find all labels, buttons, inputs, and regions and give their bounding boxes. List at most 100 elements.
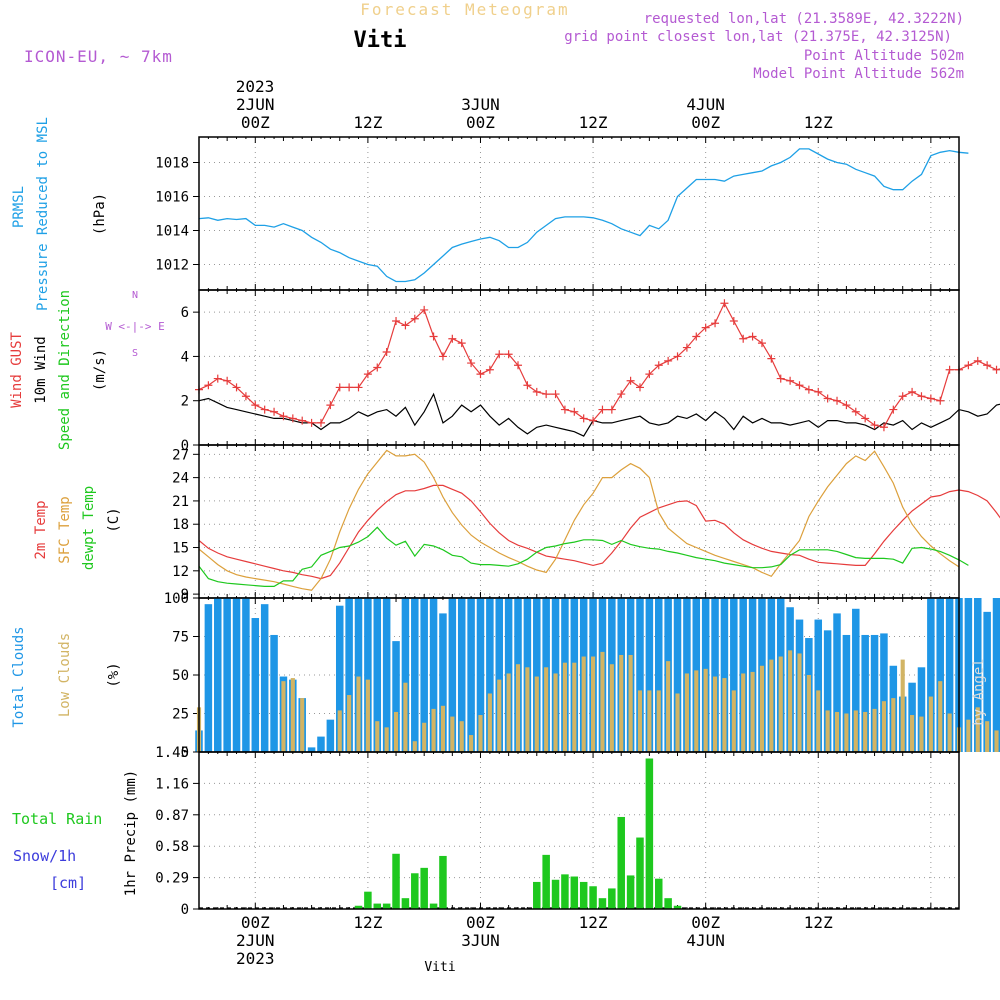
low-clouds-bar: [656, 690, 661, 752]
wind-gust-marker: [270, 407, 279, 416]
total-clouds-bar: [260, 604, 269, 752]
total-clouds-bar: [495, 598, 503, 752]
total-clouds-bar: [861, 634, 869, 752]
y-tick-label: 9: [181, 587, 189, 603]
total-clouds-bar: [833, 613, 841, 752]
point-altitude: Point Altitude 502m: [804, 48, 964, 64]
rain-bar: [533, 881, 541, 909]
low-clouds-bar: [591, 656, 596, 752]
rain-bar: [373, 903, 382, 909]
wind-gust-marker: [607, 405, 616, 414]
wind-gust-marker: [757, 339, 766, 348]
low-clouds-bar: [759, 665, 765, 752]
low-clouds-bar: [384, 727, 389, 752]
wind-gust-marker: [476, 370, 485, 379]
bottom-time-label: 2JUN: [236, 931, 275, 950]
low-clouds-bar: [544, 667, 549, 752]
total-clouds-bar: [354, 598, 363, 752]
rain-bar: [429, 903, 438, 909]
total-clouds-bar: [992, 598, 1000, 752]
watermark: by Angel: [971, 658, 987, 725]
y-tick-label: 50: [172, 668, 189, 684]
total-clouds-bar: [382, 598, 391, 752]
dewpt-series-line: [198, 526, 969, 588]
total-clouds-bar: [533, 598, 541, 752]
wind-gust-marker: [401, 321, 410, 330]
total-clouds-bar: [823, 630, 832, 752]
low-clouds-bar: [806, 675, 811, 752]
rain-bar: [673, 905, 682, 909]
wind-gust-marker: [823, 394, 832, 403]
wind-gust-marker: [908, 387, 917, 396]
low-clouds-label: Low Clouds: [57, 633, 73, 717]
bottom-time-label: 12Z: [804, 913, 833, 932]
wind-gust-marker: [898, 392, 907, 401]
total-clouds-bar: [232, 598, 241, 752]
y-tick-label: 0.58: [155, 839, 189, 855]
low-clouds-bar: [562, 662, 567, 752]
low-clouds-bar: [478, 715, 483, 752]
rain-bar: [579, 881, 588, 909]
low-clouds-bar: [863, 711, 868, 752]
low-clouds-bar: [741, 673, 746, 752]
wind-unit: (m/s): [92, 349, 108, 391]
y-tick-label: 75: [172, 630, 189, 646]
rain-bar: [439, 855, 447, 909]
y-tick-label: 25: [172, 707, 189, 723]
wind-gust-marker: [748, 332, 757, 341]
wind-gust-marker: [964, 361, 973, 370]
rain-bar: [570, 876, 579, 909]
wind-gust-marker: [485, 365, 494, 374]
y-tick-label: 0.29: [155, 871, 189, 887]
low-clouds-bar: [900, 659, 905, 752]
wind-panel: 0 2 4 6: [181, 289, 1000, 454]
wind-gust-marker: [889, 405, 898, 414]
low-clouds-bar: [572, 662, 577, 752]
wind-gust-marker: [711, 319, 720, 328]
pressure-series-line: [198, 148, 969, 283]
low-clouds-bar: [281, 681, 286, 752]
wind-gust-marker: [786, 376, 795, 385]
temp-unit: (C): [106, 507, 122, 532]
total-clouds-bar: [730, 598, 738, 752]
low-clouds-bar: [365, 679, 370, 752]
panel-frame: [198, 751, 960, 910]
low-clouds-bar: [431, 708, 436, 752]
wind-gust-marker: [992, 365, 1000, 374]
total-clouds-bar: [317, 736, 325, 752]
wind-gust-marker: [973, 356, 982, 365]
low-clouds-bar: [525, 667, 530, 752]
y-tick-label: 0.87: [155, 808, 189, 824]
total-clouds-bar: [307, 747, 316, 752]
wind-gust-marker: [326, 401, 335, 410]
wind-gust-marker: [983, 361, 992, 370]
low-clouds-bar: [853, 710, 858, 752]
low-clouds-bar: [825, 710, 830, 752]
wind-gust-marker: [551, 390, 560, 399]
low-clouds-bar: [872, 708, 877, 752]
low-clouds-bar: [731, 690, 736, 752]
rain-bar: [420, 867, 428, 909]
wind-gust-marker: [298, 416, 307, 425]
total-clouds-bar: [270, 634, 278, 752]
y-tick-label: 18: [172, 517, 189, 533]
y-tick-label: 1.16: [155, 776, 189, 792]
wind-gust-marker: [682, 343, 691, 352]
total-clouds-bar: [251, 618, 260, 752]
bottom-time-label: 3JUN: [461, 931, 500, 950]
total-clouds-bar: [983, 611, 991, 752]
top-time-label: 12Z: [353, 113, 382, 132]
low-clouds-bar: [393, 711, 399, 752]
top-time-label: 4JUN: [686, 95, 725, 114]
top-time-label: 00Z: [466, 113, 495, 132]
wind-gust-marker: [579, 414, 588, 423]
total-clouds-bar: [411, 598, 419, 752]
total-clouds-bar: [242, 598, 250, 752]
low-clouds-bar: [722, 678, 727, 752]
wind-gust-marker: [467, 359, 476, 368]
low-clouds-bar: [534, 676, 539, 752]
wind-gust-marker: [776, 374, 785, 383]
total-clouds-bar: [401, 598, 410, 752]
total-clouds-bar: [636, 598, 644, 752]
wind-gust-marker: [232, 383, 241, 392]
